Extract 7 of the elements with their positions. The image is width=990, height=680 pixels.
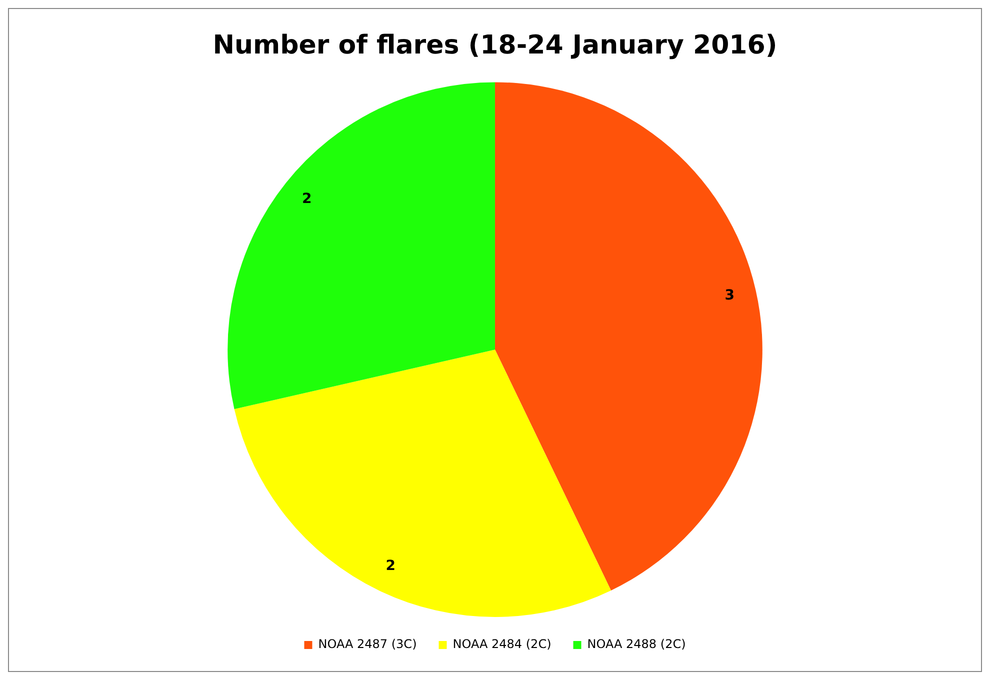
- chart-title: Number of flares (18-24 January 2016): [212, 30, 778, 60]
- data-label: 2: [386, 558, 396, 574]
- data-label: 2: [302, 191, 312, 208]
- legend-label: NOAA 2488 (2C): [587, 637, 686, 652]
- data-label: 3: [724, 288, 734, 304]
- legend-label: NOAA 2484 (2C): [452, 637, 552, 652]
- legend-label: NOAA 2487 (3C): [318, 637, 417, 652]
